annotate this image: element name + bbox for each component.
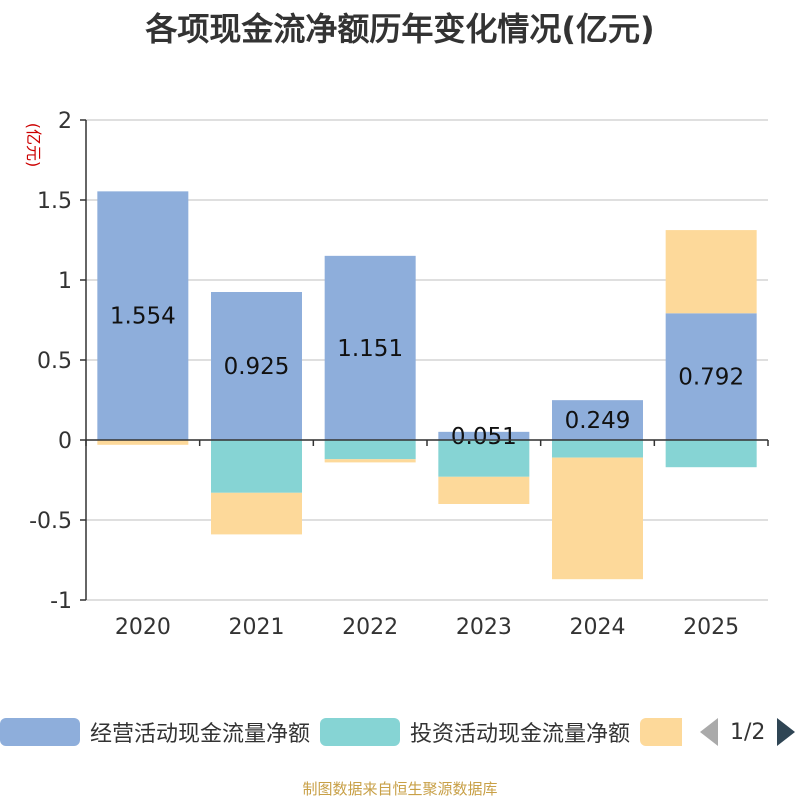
bar-3-2024 — [552, 457, 643, 580]
legend-item-financing[interactable] — [640, 712, 692, 752]
data-label-2022: 1.151 — [337, 336, 403, 362]
y-tick-label: 1 — [58, 269, 72, 294]
legend-item-operating[interactable]: 经营活动现金流量净额 — [0, 712, 310, 752]
bar-1-2020 — [97, 191, 189, 440]
data-label-2024: 0.249 — [565, 408, 631, 434]
legend-item-investing[interactable]: 投资活动现金流量净额 — [320, 712, 630, 752]
y-tick-label: 0 — [58, 429, 72, 454]
bar-3-2023 — [438, 476, 530, 504]
y-tick-label: 0.5 — [37, 349, 72, 374]
legend: 经营活动现金流量净额 投资活动现金流量净额 1/2 — [0, 712, 800, 758]
bar-1-2024 — [552, 400, 643, 440]
chart-title: 各项现金流净额历年变化情况(亿元) — [145, 10, 655, 48]
bar-2-2024 — [552, 440, 643, 458]
y-tick-label: 2 — [58, 109, 72, 134]
legend-label-investing: 投资活动现金流量净额 — [410, 722, 631, 747]
bar-3-2025 — [665, 230, 757, 314]
data-label-2023: 0.051 — [451, 424, 517, 450]
pager-prev-icon[interactable] — [700, 718, 718, 746]
data-label-2025: 0.792 — [678, 365, 744, 391]
legend-swatch-financing — [640, 718, 682, 746]
x-tick-label-2022: 2022 — [342, 615, 398, 640]
bar-2-2023 — [438, 440, 530, 477]
legend-label-operating: 经营活动现金流量净额 — [90, 722, 311, 747]
y-tick-label: -0.5 — [29, 509, 72, 534]
bar-3-2022 — [324, 459, 416, 463]
legend-pager: 1/2 — [700, 712, 796, 752]
pager-next-icon[interactable] — [777, 718, 796, 746]
source-footer: 制图数据来自恒生聚源数据库 — [302, 780, 498, 798]
x-tick-label-2024: 2024 — [570, 615, 626, 640]
bar-3-2021 — [211, 492, 302, 535]
x-tick-label-2020: 2020 — [115, 615, 171, 640]
bar-2-2022 — [324, 440, 416, 460]
legend-swatch-investing — [320, 718, 400, 746]
y-tick-label: -1 — [50, 589, 72, 614]
data-label-2020: 1.554 — [110, 304, 176, 330]
y-tick-label: 1.5 — [37, 189, 72, 214]
bar-1-2025 — [665, 313, 757, 440]
x-tick-label-2021: 2021 — [229, 615, 285, 640]
x-tick-label-2023: 2023 — [456, 615, 512, 640]
bar-1-2022 — [324, 255, 416, 440]
legend-swatch-operating — [0, 718, 80, 746]
bar-3-2020 — [97, 440, 189, 445]
x-tick-label-2025: 2025 — [683, 615, 739, 640]
y-axis-label: (亿元) — [24, 123, 43, 168]
bar-1-2023 — [438, 431, 530, 440]
data-label-2021: 0.925 — [224, 354, 290, 380]
bar-chart: 2 1.5 1 0.5 0 -0.5 -1 (亿元) 1.554 0.925 1.151 0.051 0… — [24, 109, 769, 640]
bar-2-2021 — [211, 440, 302, 493]
pager-page-text: 1/2 — [730, 719, 766, 745]
bar-2-2025 — [665, 440, 757, 468]
bar-1-2021 — [211, 292, 302, 440]
